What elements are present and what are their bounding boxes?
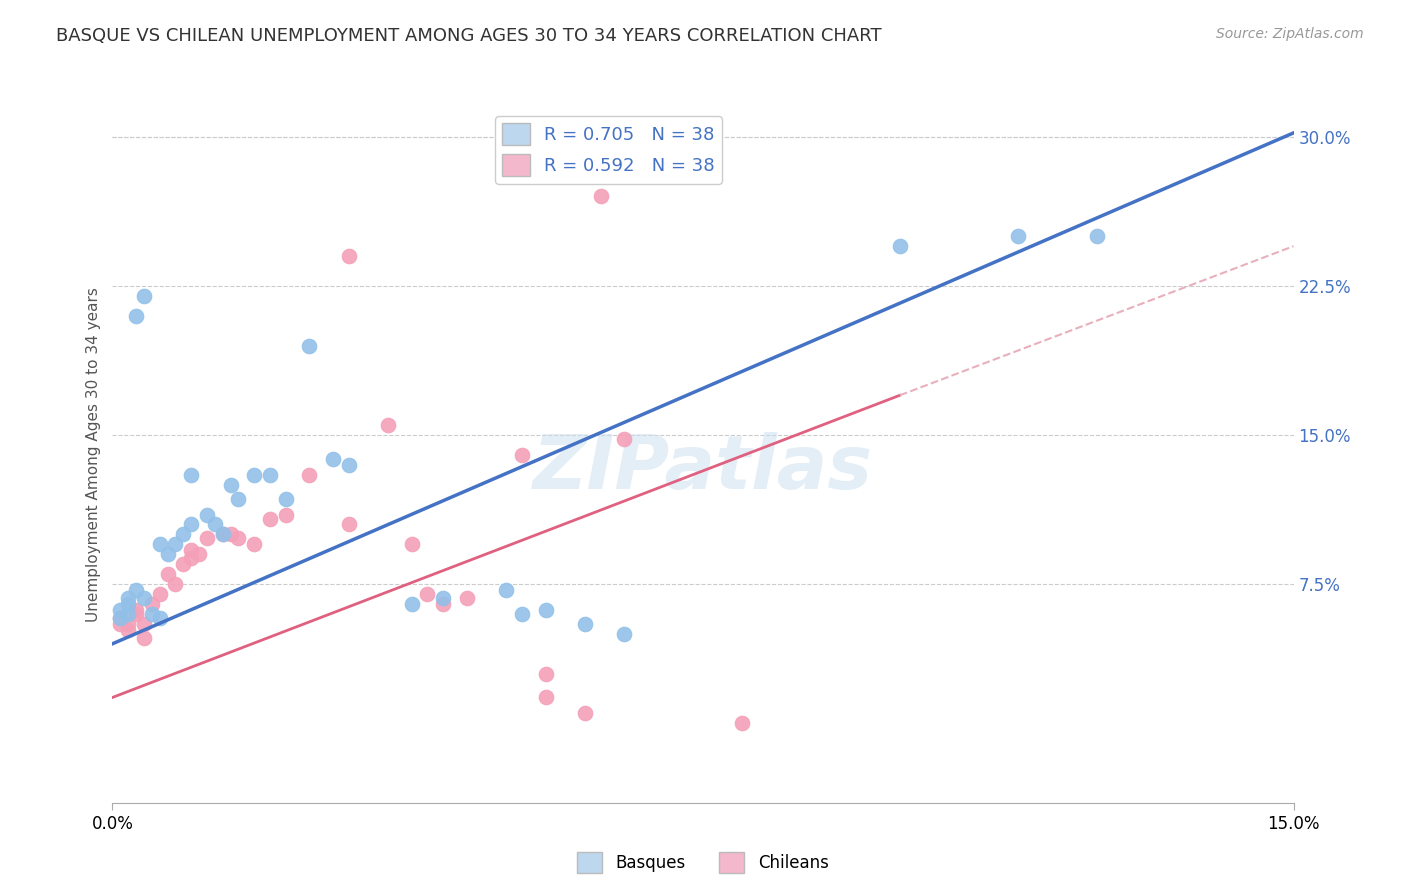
Point — [195, 532, 218, 546]
Point — [510, 607, 533, 621]
Point — [337, 458, 360, 472]
Text: BASQUE VS CHILEAN UNEMPLOYMENT AMONG AGES 30 TO 34 YEARS CORRELATION CHART: BASQUE VS CHILEAN UNEMPLOYMENT AMONG AGE… — [56, 27, 882, 45]
Point — [613, 627, 636, 641]
Point — [125, 583, 148, 598]
Point — [337, 249, 360, 263]
Point — [534, 690, 557, 705]
Point — [401, 597, 423, 611]
Point — [180, 543, 202, 558]
Point — [132, 631, 155, 645]
Point — [432, 591, 454, 605]
Text: Source: ZipAtlas.com: Source: ZipAtlas.com — [1216, 27, 1364, 41]
Point — [117, 591, 139, 605]
Point — [165, 577, 187, 591]
Point — [110, 611, 132, 625]
Point — [298, 467, 321, 482]
Point — [125, 603, 148, 617]
Point — [613, 432, 636, 446]
Point — [117, 616, 139, 631]
Point — [534, 603, 557, 617]
Point — [110, 603, 132, 617]
Point — [149, 587, 172, 601]
Point — [132, 591, 155, 605]
Point — [132, 616, 155, 631]
Point — [337, 517, 360, 532]
Point — [117, 607, 139, 621]
Legend: R = 0.705   N = 38, R = 0.592   N = 38: R = 0.705 N = 38, R = 0.592 N = 38 — [495, 116, 721, 184]
Point — [180, 467, 202, 482]
Point — [211, 527, 233, 541]
Point — [274, 491, 297, 506]
Point — [132, 289, 155, 303]
Point — [219, 477, 242, 491]
Point — [377, 418, 399, 433]
Y-axis label: Unemployment Among Ages 30 to 34 years: Unemployment Among Ages 30 to 34 years — [86, 287, 101, 623]
Point — [259, 467, 281, 482]
Point — [228, 491, 250, 506]
Point — [117, 623, 139, 637]
Point — [432, 597, 454, 611]
Point — [156, 567, 179, 582]
Point — [180, 551, 202, 566]
Point — [889, 239, 911, 253]
Point — [510, 448, 533, 462]
Point — [228, 532, 250, 546]
Point — [274, 508, 297, 522]
Point — [149, 611, 172, 625]
Point — [156, 547, 179, 561]
Point — [180, 517, 202, 532]
Point — [117, 597, 139, 611]
Point — [204, 517, 226, 532]
Point — [259, 511, 281, 525]
Legend: Basques, Chileans: Basques, Chileans — [571, 846, 835, 880]
Point — [1007, 229, 1029, 244]
Point — [172, 527, 194, 541]
Point — [125, 309, 148, 323]
Point — [195, 508, 218, 522]
Point — [141, 597, 163, 611]
Point — [731, 716, 754, 731]
Point — [243, 537, 266, 551]
Point — [211, 527, 233, 541]
Point — [141, 607, 163, 621]
Text: ZIPatlas: ZIPatlas — [533, 433, 873, 506]
Point — [401, 537, 423, 551]
Point — [1085, 229, 1108, 244]
Point — [219, 527, 242, 541]
Point — [165, 537, 187, 551]
Point — [298, 338, 321, 352]
Point — [172, 558, 194, 572]
Point — [495, 583, 517, 598]
Point — [322, 451, 344, 466]
Point — [125, 607, 148, 621]
Point — [534, 666, 557, 681]
Point — [574, 706, 596, 721]
Point — [149, 537, 172, 551]
Point — [589, 189, 612, 203]
Point — [110, 611, 132, 625]
Point — [574, 616, 596, 631]
Point — [456, 591, 478, 605]
Point — [416, 587, 439, 601]
Point — [110, 616, 132, 631]
Point — [188, 547, 211, 561]
Point — [243, 467, 266, 482]
